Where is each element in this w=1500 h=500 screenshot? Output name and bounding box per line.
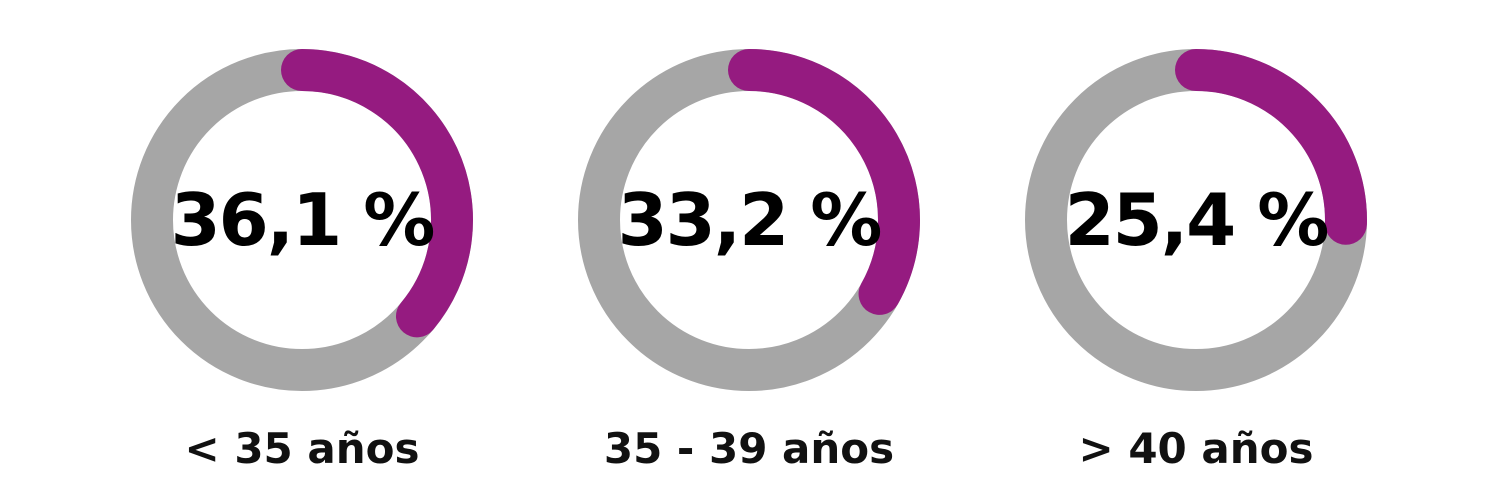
donut-ring bbox=[131, 49, 473, 391]
donut-ring bbox=[578, 49, 920, 391]
value-label: 25,4 % bbox=[1064, 178, 1330, 262]
category-label: 35 - 39 años bbox=[603, 424, 895, 473]
category-label: > 40 años bbox=[1078, 424, 1314, 473]
donut-ring bbox=[1025, 49, 1367, 391]
ring-group-35-39: 33,2 % 35 - 39 años bbox=[549, 0, 949, 500]
ring-group-over-40: 25,4 % > 40 años bbox=[996, 0, 1396, 500]
ring-progress-arc bbox=[1175, 49, 1367, 245]
ring-progress-arc bbox=[728, 49, 920, 315]
ring-progress-arc bbox=[281, 49, 473, 338]
category-label: < 35 años bbox=[184, 424, 420, 473]
value-label: 36,1 % bbox=[170, 178, 436, 262]
ring-group-under-35: 36,1 % < 35 años bbox=[102, 0, 502, 500]
value-label: 33,2 % bbox=[617, 178, 883, 262]
